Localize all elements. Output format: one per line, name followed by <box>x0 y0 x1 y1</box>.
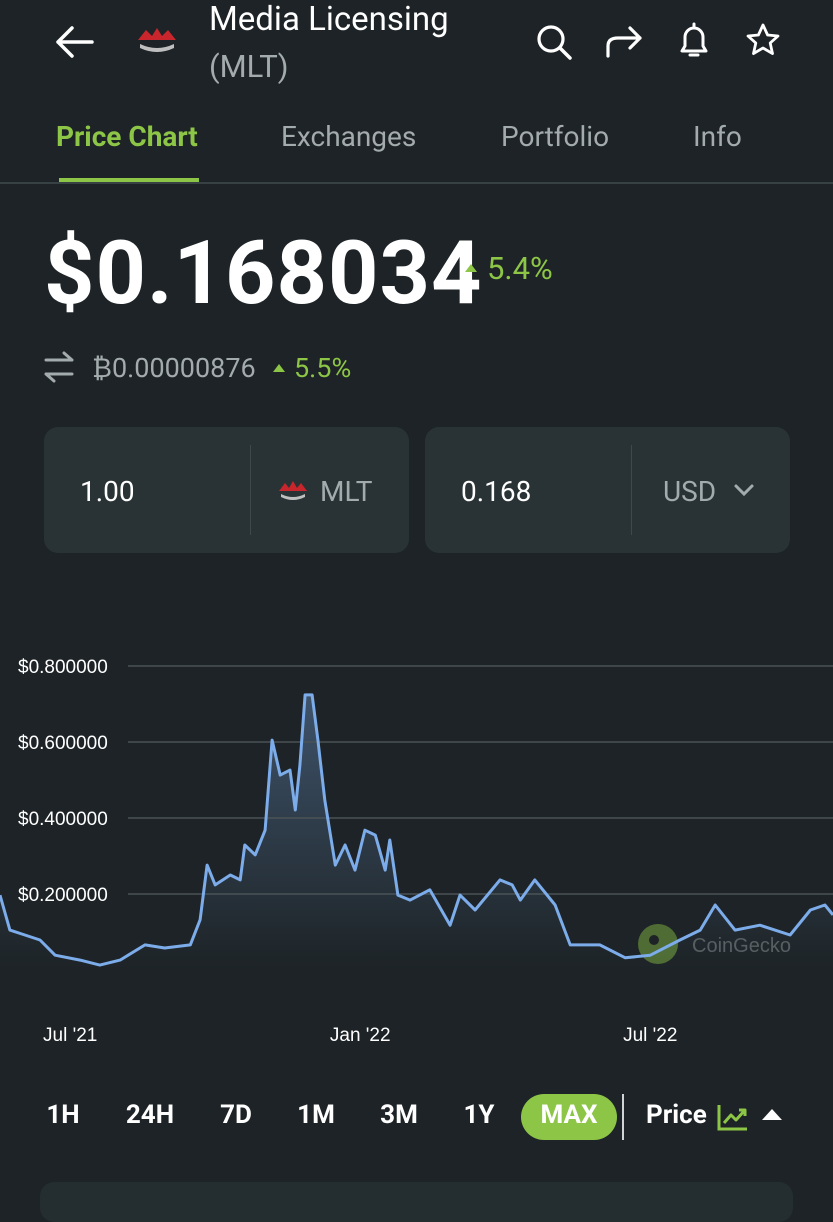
x-tick-label: Jul '21 <box>43 1025 97 1046</box>
share-button[interactable] <box>604 24 644 60</box>
price-change: 5.4% <box>487 250 553 287</box>
fiat-input[interactable] <box>425 427 790 553</box>
favorite-button[interactable] <box>744 22 782 60</box>
range-button[interactable]: 1Y <box>463 1100 495 1130</box>
range-button[interactable]: 24H <box>125 1100 175 1130</box>
price-line <box>0 693 833 967</box>
up-arrow <box>273 364 285 372</box>
range-button[interactable]: 7D <box>220 1100 252 1130</box>
area-fill <box>0 694 833 970</box>
y-tick-label: $0.600000 <box>18 733 108 754</box>
watermark-text: CoinGecko <box>692 935 791 957</box>
divider <box>622 1094 624 1140</box>
y-tick-label: $0.200000 <box>18 885 108 906</box>
swap-icon <box>44 351 74 383</box>
chart-mode-icon <box>717 1105 747 1131</box>
divider <box>631 445 632 535</box>
up-arrow <box>465 264 477 272</box>
x-tick-label: Jan '22 <box>330 1025 391 1046</box>
amount: 1.00 <box>80 475 135 508</box>
price-chart: CoinGecko $0.200000 $0.400000 $0.600000 $0.… <box>0 657 833 1046</box>
coin-logo <box>279 481 307 500</box>
tab-indicator <box>59 178 199 182</box>
range-button[interactable]: 3M <box>380 1100 418 1130</box>
collapse-icon[interactable] <box>760 1106 784 1124</box>
y-tick-label: $0.400000 <box>18 809 108 830</box>
dropdown-icon <box>734 484 754 497</box>
range-highlight <box>521 1094 617 1140</box>
btc-price: ₿0.00000876 <box>92 352 256 384</box>
tab[interactable]: Portfolio <box>501 120 610 153</box>
tab-divider <box>0 182 833 184</box>
panel <box>40 1182 793 1222</box>
back-button[interactable] <box>52 22 96 62</box>
price: $0.168034 <box>44 222 483 325</box>
tab[interactable]: Info <box>693 120 742 153</box>
search-button[interactable] <box>534 22 576 64</box>
currency-select[interactable]: USD <box>663 475 717 508</box>
y-tick-label: $0.800000 <box>18 657 108 678</box>
tab[interactable]: Price Chart <box>56 120 198 153</box>
coin-symbol: (MLT) <box>209 48 289 85</box>
x-tick-label: Jul '22 <box>623 1025 677 1046</box>
divider <box>250 445 251 535</box>
fiat-amount: 0.168 <box>461 475 532 508</box>
tab[interactable]: Exchanges <box>281 120 417 153</box>
btc-change: 5.5% <box>294 352 352 384</box>
coin-unit: MLT <box>320 475 373 508</box>
coin-logo <box>138 28 176 52</box>
range-button[interactable]: MAX <box>540 1100 598 1130</box>
range-button[interactable]: 1H <box>46 1100 80 1130</box>
mode-select[interactable]: Price <box>646 1100 707 1130</box>
alert-button[interactable] <box>674 20 714 62</box>
coin-name: Media Licensing <box>209 0 449 39</box>
range-button[interactable]: 1M <box>297 1100 335 1130</box>
amount-input[interactable] <box>44 427 409 553</box>
